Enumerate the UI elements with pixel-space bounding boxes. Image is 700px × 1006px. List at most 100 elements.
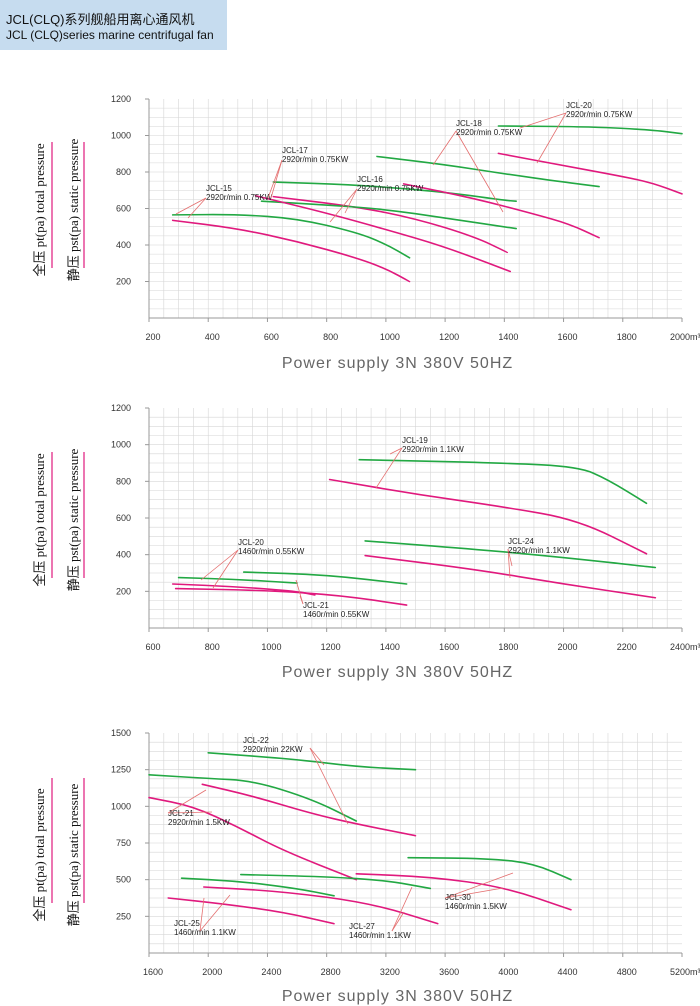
leader-line bbox=[455, 130, 504, 213]
annotation-text: JCL-18 bbox=[456, 119, 482, 128]
annotation-text: 1460r/min 1.1KW bbox=[349, 931, 411, 940]
total-pressure-curve bbox=[148, 774, 358, 822]
chart-panel-3: 1500 1250 1000 750 500 250 1600 2000 2400 2800 320… bbox=[32, 728, 700, 1005]
x-tick-label: 1800 bbox=[498, 642, 518, 652]
leader-line bbox=[199, 897, 205, 932]
y-tick-label: 250 bbox=[116, 911, 131, 921]
y-tick-label: 1250 bbox=[111, 765, 131, 775]
x-tick-label: 400 bbox=[205, 332, 220, 342]
chart-panel-2: 1200 1000 800 600 400 200 600 800 1000 1200 1400 16… bbox=[32, 403, 700, 681]
y-tick-label: 400 bbox=[116, 240, 131, 250]
y-tick-label: 800 bbox=[116, 167, 131, 177]
x-tick-label: 4800 bbox=[617, 967, 637, 977]
y-tick-label: 200 bbox=[116, 586, 131, 596]
total-pressure-curve bbox=[407, 856, 572, 881]
x-tick-label: 1800 bbox=[617, 332, 637, 342]
leader-line bbox=[432, 130, 457, 166]
annotation-text: JCL-15 bbox=[206, 184, 232, 193]
static-pressure-curve bbox=[355, 873, 572, 911]
grid bbox=[149, 733, 682, 953]
annotation-text: JCL-21 bbox=[168, 809, 194, 818]
y-axis-label-static: 静压 pst(pa) static pressure bbox=[66, 448, 81, 591]
x-tick-label: 200 bbox=[145, 332, 160, 342]
annotation-text: 2920r/min 0.75KW bbox=[566, 110, 633, 119]
x-tick-label: 2200 bbox=[617, 642, 637, 652]
x-tick-label: 2000 bbox=[202, 967, 222, 977]
leader-line bbox=[199, 894, 231, 932]
annotation-text: 2920r/min 1.5KW bbox=[168, 818, 230, 827]
total-pressure-curve bbox=[272, 181, 517, 202]
annotation-text: 2920r/min 1.1KW bbox=[508, 546, 570, 555]
x-tick-label: 5200m³/h bbox=[670, 967, 700, 977]
annotation-text: 2920r/min 0.75KW bbox=[206, 193, 273, 202]
static-pressure-curve bbox=[402, 183, 600, 239]
leader-line bbox=[391, 886, 413, 932]
static-pressure-curve bbox=[272, 195, 509, 254]
x-tick-label: 1600 bbox=[439, 642, 459, 652]
static-pressure-curve bbox=[328, 478, 648, 555]
total-pressure-curve bbox=[239, 873, 432, 890]
total-pressure-curve bbox=[180, 877, 335, 897]
leader-line bbox=[344, 188, 358, 214]
annotation-text: 2920r/min 1.1KW bbox=[402, 445, 464, 454]
x-tick-label: 1000 bbox=[261, 642, 281, 652]
y-tick-label: 1500 bbox=[111, 728, 131, 738]
y-axis-label-total: 全压 pt(pa) total pressure bbox=[32, 788, 47, 921]
total-pressure-curve bbox=[260, 200, 517, 230]
leader-line bbox=[519, 112, 567, 129]
power-supply-label: Power supply 3N 380V 50HZ bbox=[282, 988, 513, 1005]
x-tick-label: 2000m³/h bbox=[670, 332, 700, 342]
leader-line bbox=[309, 747, 325, 766]
annotation-text: JCL-19 bbox=[402, 436, 428, 445]
annotation-text: JCL-24 bbox=[508, 537, 534, 546]
leader-line bbox=[391, 911, 405, 932]
leader-line bbox=[389, 447, 403, 455]
annotation-text: 1460r/min 1.1KW bbox=[174, 928, 236, 937]
x-tick-label: 2400m³/h bbox=[670, 642, 700, 652]
total-pressure-curve bbox=[358, 458, 648, 505]
chart-panel-1: 1200 1000 800 600 400 200 200 400 600 800 1000 1200… bbox=[32, 94, 700, 372]
annotation-text: JCL-16 bbox=[357, 175, 383, 184]
leader-line bbox=[375, 447, 403, 489]
y-axis-label-static: 静压 pst(pa) static pressure bbox=[66, 138, 81, 281]
y-tick-label: 500 bbox=[116, 875, 131, 885]
total-pressure-curve bbox=[177, 576, 298, 584]
x-tick-label: 1200 bbox=[321, 642, 341, 652]
x-tick-label: 600 bbox=[264, 332, 279, 342]
leader-line bbox=[444, 872, 514, 899]
y-tick-label: 1000 bbox=[111, 131, 131, 141]
x-tick-label: 1600 bbox=[143, 967, 163, 977]
y-tick-label: 1200 bbox=[111, 94, 131, 104]
annotation-text: JCL-27 bbox=[349, 922, 375, 931]
total-pressure-curve bbox=[242, 571, 408, 585]
x-tick-label: 1000 bbox=[380, 332, 400, 342]
leader-line bbox=[329, 188, 358, 223]
static-pressure-curve bbox=[201, 783, 417, 837]
leader-line bbox=[299, 595, 304, 605]
y-tick-label: 1000 bbox=[111, 440, 131, 450]
static-pressure-curve bbox=[174, 587, 408, 606]
y-tick-label: 1000 bbox=[111, 801, 131, 811]
total-pressure-curve bbox=[497, 125, 683, 135]
y-axis-label-total: 全压 pt(pa) total pressure bbox=[32, 143, 47, 276]
y-axis-label-static: 静压 pst(pa) static pressure bbox=[66, 783, 81, 926]
x-tick-label: 1600 bbox=[558, 332, 578, 342]
y-tick-label: 600 bbox=[116, 513, 131, 523]
leader-line bbox=[212, 549, 239, 589]
leader-line bbox=[187, 197, 207, 219]
annotation-text: JCL-21 bbox=[303, 601, 329, 610]
power-supply-label: Power supply 3N 380V 50HZ bbox=[282, 664, 513, 681]
x-tick-label: 2800 bbox=[321, 967, 341, 977]
leader-line bbox=[270, 159, 283, 199]
y-axis-label-total: 全压 pt(pa) total pressure bbox=[32, 453, 47, 586]
grid bbox=[149, 99, 682, 318]
x-tick-label: 3600 bbox=[439, 967, 459, 977]
leader-line bbox=[309, 747, 349, 825]
